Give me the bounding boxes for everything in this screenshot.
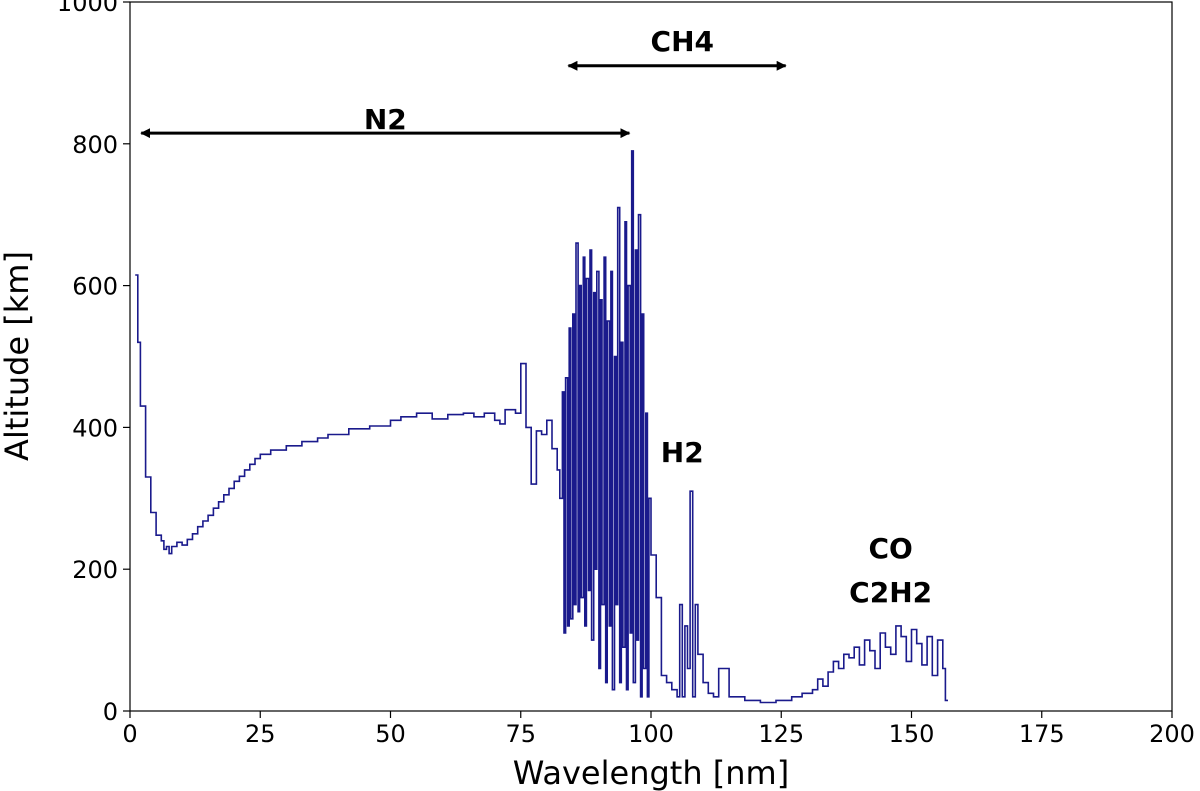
annotation-label: C2H2 [849,576,932,609]
y-tick-label: 0 [103,698,118,726]
x-tick-label: 100 [628,720,674,748]
plot-area [130,2,1172,711]
annotation-label: N2 [364,103,407,136]
y-tick-label: 400 [72,414,118,442]
annotation-layer: N2 CH4 H2 CO C2H2 [140,25,932,609]
x-axis-label: Wavelength [nm] [513,754,789,791]
y-tick-label: 1000 [57,0,118,17]
x-tick-label: 25 [245,720,276,748]
series-layer [135,150,948,704]
x-tick-label: 175 [1019,720,1065,748]
x-tick-label: 200 [1149,720,1195,748]
x-tick-label: 75 [505,720,536,748]
annotation-label: CO [868,532,912,565]
x-axis: 0 25 50 75 100 125 150 175 200 [122,711,1195,748]
y-tick-label: 800 [72,131,118,159]
x-tick-label: 125 [758,720,804,748]
y-tick-label: 600 [72,273,118,301]
y-axis: 0 200 400 600 800 1000 [57,0,130,726]
annotation-label: H2 [661,436,704,469]
y-axis-label: Altitude [km] [0,251,36,461]
x-tick-label: 0 [122,720,137,748]
annotation-label: CH4 [651,25,714,58]
x-tick-label: 150 [889,720,935,748]
y-tick-label: 200 [72,556,118,584]
series-line [135,150,948,704]
x-tick-label: 50 [375,720,406,748]
